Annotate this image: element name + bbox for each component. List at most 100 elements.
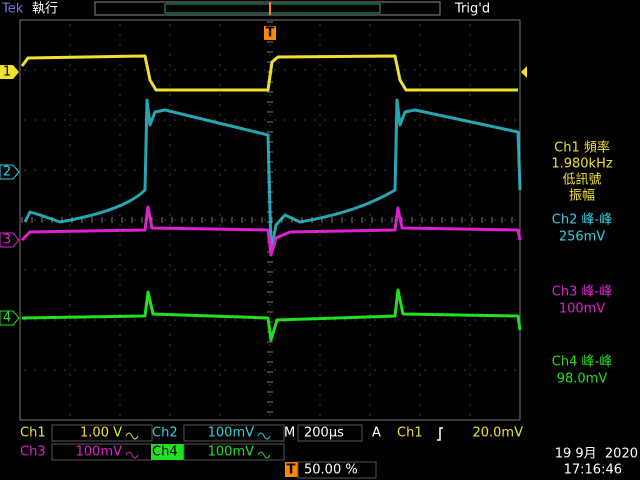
- grid-dot: [364, 69, 366, 71]
- grid-dot: [84, 269, 86, 271]
- grid-dot: [284, 219, 286, 221]
- grid-dot: [104, 169, 106, 171]
- grid-dot: [419, 64, 421, 66]
- grid-dot: [469, 244, 471, 246]
- grid-dot: [414, 219, 416, 221]
- grid-dot: [424, 169, 426, 171]
- grid-dot: [169, 244, 171, 246]
- grid-dot: [294, 169, 296, 171]
- grid-dot: [344, 369, 346, 371]
- grid-dot: [474, 169, 476, 171]
- grid-dot: [319, 174, 321, 176]
- grid-dot: [374, 369, 376, 371]
- grid-dot: [404, 319, 406, 321]
- grid-dot: [219, 274, 221, 276]
- grid-dot: [254, 169, 256, 171]
- grid-dot: [304, 169, 306, 171]
- grid-dot: [124, 169, 126, 171]
- grid-dot: [69, 244, 71, 246]
- grid-dot: [419, 164, 421, 166]
- grid-dot: [214, 369, 216, 371]
- grid-dot: [369, 194, 371, 196]
- grid-dot: [154, 69, 156, 71]
- grid-dot: [354, 169, 356, 171]
- grid-dot: [169, 404, 171, 406]
- grid-dot: [44, 369, 46, 371]
- grid-dot: [119, 174, 121, 176]
- grid-dot: [369, 204, 371, 206]
- grid-dot: [384, 319, 386, 321]
- ch1-waveform: [20, 54, 518, 92]
- grid-dot: [69, 54, 71, 56]
- grid-dot: [219, 214, 221, 216]
- grid-dot: [69, 314, 71, 316]
- grid-dot: [369, 404, 371, 406]
- ch4-label-box: [151, 444, 184, 460]
- grid-dot: [219, 354, 221, 356]
- grid-dot: [219, 254, 221, 256]
- grid-dot: [244, 119, 246, 121]
- grid-dot: [344, 169, 346, 171]
- grid-dot: [169, 24, 171, 26]
- grid-dot: [414, 69, 416, 71]
- grid-dot: [419, 74, 421, 76]
- grid-dot: [304, 69, 306, 71]
- grid-dot: [269, 294, 271, 296]
- grid-dot: [469, 24, 471, 26]
- grid-dot: [69, 74, 71, 76]
- grid-dot: [69, 114, 71, 116]
- grid-dot: [419, 394, 421, 396]
- trigger-slope-icon: [437, 427, 443, 441]
- grid-dot: [264, 219, 266, 221]
- grid-dot: [469, 44, 471, 46]
- grid-dot: [204, 369, 206, 371]
- grid-dot: [369, 394, 371, 396]
- grid-dot: [314, 369, 316, 371]
- grid-dot: [319, 44, 321, 46]
- grid-dot: [219, 224, 221, 226]
- grid-dot: [469, 124, 471, 126]
- grid-dot: [219, 104, 221, 106]
- grid-dot: [164, 219, 166, 221]
- grid-dot: [119, 394, 121, 396]
- grid-dot: [419, 44, 421, 46]
- grid-dot: [104, 219, 106, 221]
- grid-dot: [169, 34, 171, 36]
- grid-dot: [324, 69, 326, 71]
- grid-dot: [319, 344, 321, 346]
- grid-dot: [154, 269, 156, 271]
- grid-dot: [374, 169, 376, 171]
- grid-dot: [319, 314, 321, 316]
- grid-dot: [254, 269, 256, 271]
- grid-dot: [284, 169, 286, 171]
- grid-dot: [119, 374, 121, 376]
- grid-dot: [24, 369, 26, 371]
- grid-dot: [74, 119, 76, 121]
- grid-dot: [369, 184, 371, 186]
- grid-dot: [354, 69, 356, 71]
- grid-dot: [219, 74, 221, 76]
- grid-dot: [484, 369, 486, 371]
- grid-dot: [134, 69, 136, 71]
- grid-dot: [169, 204, 171, 206]
- grid-dot: [369, 254, 371, 256]
- grid-dot: [69, 334, 71, 336]
- grid-dot: [44, 269, 46, 271]
- grid-dot: [64, 69, 66, 71]
- grid-dot: [454, 219, 456, 221]
- grid-dot: [319, 374, 321, 376]
- grid-dot: [469, 64, 471, 66]
- grid-dot: [419, 294, 421, 296]
- grid-dot: [219, 334, 221, 336]
- grid-dot: [169, 174, 171, 176]
- ch2-waveform: [23, 98, 522, 252]
- grid-dot: [169, 44, 171, 46]
- trigger-level: 20.0mV: [472, 426, 523, 441]
- grid-dot: [24, 69, 26, 71]
- grid-dot: [169, 154, 171, 156]
- grid-dot: [319, 24, 321, 26]
- measurement-value: 100mV: [559, 302, 605, 317]
- grid-dot: [34, 219, 36, 221]
- grid-dot: [469, 164, 471, 166]
- grid-dot: [369, 164, 371, 166]
